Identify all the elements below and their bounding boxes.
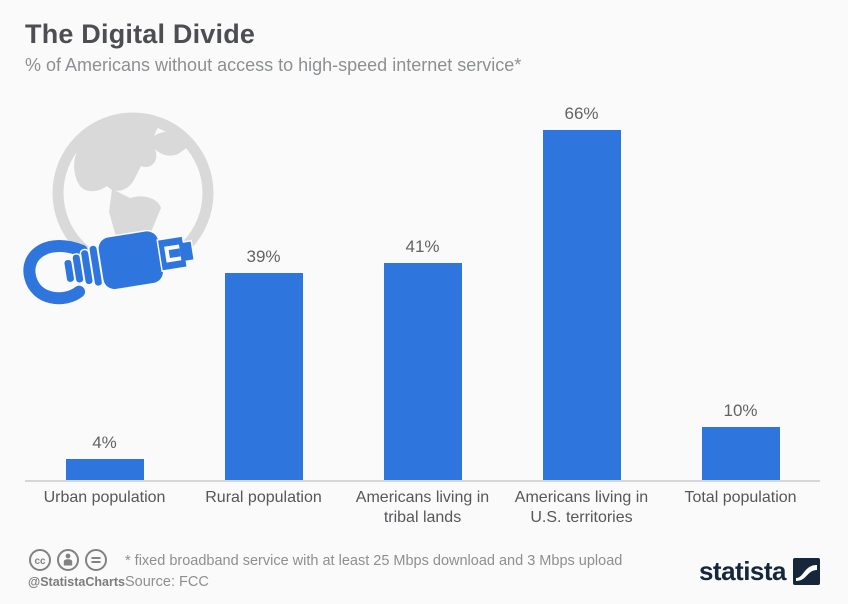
bar [542,130,621,480]
category-label: Total population [684,489,797,506]
value-label: 39% [246,247,281,266]
category-label: Rural population [205,489,322,506]
cc-icon: cc [29,549,51,571]
nd-equals-icon [85,549,107,571]
value-label: 66% [564,104,599,123]
source: Source: FCC [125,574,209,590]
value-label: 10% [723,401,758,420]
chart-subtitle: % of Americans without access to high-sp… [25,55,522,75]
bar [701,427,780,480]
statista-wordmark: statista [698,556,787,586]
value-label: 4% [92,433,117,452]
license-block: cc @StatistaCharts [28,548,138,589]
footnote-block: * fixed broadband service with at least … [125,551,622,593]
bar-column: 41% [343,237,502,480]
credit-handle: @StatistaCharts [28,575,125,589]
value-label: 41% [405,237,440,256]
bar-column: 66% [502,104,661,480]
footnote: * fixed broadband service with at least … [125,553,623,569]
statista-logo: statista [699,556,820,587]
statista-logo-mark [793,558,820,585]
category-label: Urban population [43,489,166,506]
page-title: The Digital Divide [25,19,256,49]
bar [224,273,303,480]
category-labels: Urban population Rural population American… [25,488,820,528]
category-label: Americans living in tribal lands [355,489,490,526]
bar [383,263,462,480]
bar-column: 39% [184,247,343,480]
globe-with-ethernet-cable-icon [23,112,214,305]
bar [65,459,144,480]
x-axis-line [25,480,820,482]
bar-column: 4% [25,433,184,480]
attribution-person-icon [57,549,79,571]
bar-columns: 4% 39% 41% 66% 10% [25,104,820,480]
bar-column: 10% [661,401,820,480]
category-label: Americans living in U.S. territories [514,489,649,526]
svg-text:cc: cc [34,556,46,567]
